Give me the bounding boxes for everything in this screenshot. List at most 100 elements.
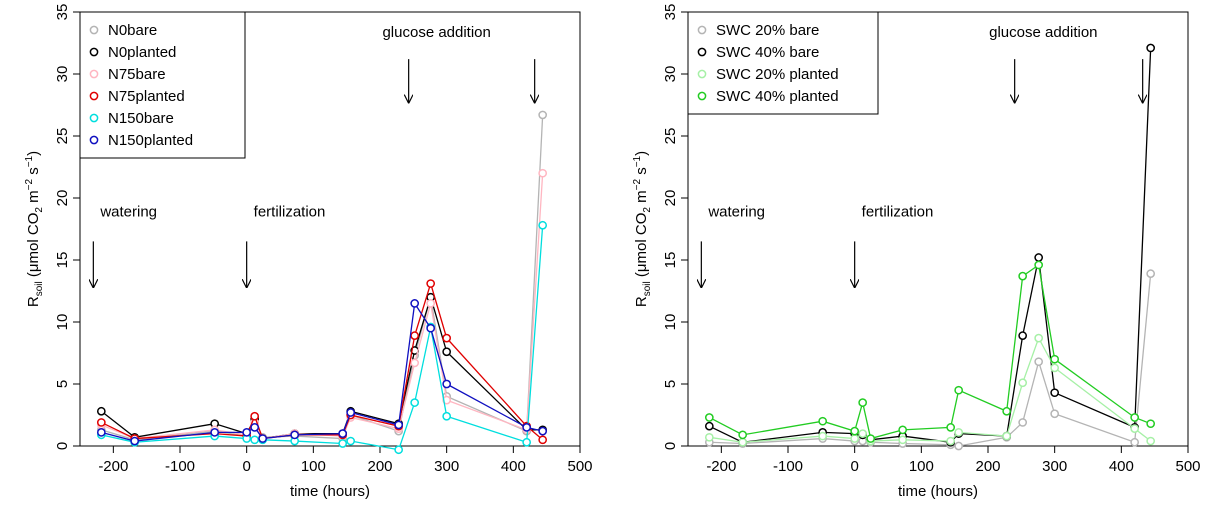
c0.series-3-point [410, 331, 420, 340]
c0.series-0-point [538, 110, 548, 120]
c1.y-axis-label: Rsoil (μmol CO2 m−2 s−1) [632, 151, 653, 307]
c0.legend-label-3: N75planted [108, 88, 185, 105]
c0.y-axis-label: Rsoil (μmol CO2 m−2 s−1) [24, 151, 45, 307]
c1.ytick-label: 10 [662, 314, 679, 331]
c1.series-3-point [704, 413, 714, 422]
c0.series-line-1 [100, 294, 543, 440]
c1.series-line-2 [709, 336, 1152, 443]
c1.series-2-point [858, 429, 868, 438]
c0.series-5-point [210, 428, 220, 437]
c1.series-3-point [1146, 419, 1156, 429]
c1.series-3-point [850, 426, 860, 436]
c1.series-3-point [1034, 260, 1044, 270]
c0.series-4-point [522, 437, 532, 447]
c1.series-line-0 [709, 273, 1152, 447]
c0.series-3-point [442, 333, 452, 343]
c0.series-line-0 [101, 114, 544, 441]
c1.legend-label-2: SWC 20% planted [716, 66, 839, 83]
c1.series-3-point [1050, 354, 1060, 364]
c1.xtick-label: 300 [1042, 458, 1067, 475]
c1.series-2-point [1130, 424, 1140, 433]
c0.legend-marker-1 [89, 47, 99, 57]
c0.legend-marker-4 [89, 113, 99, 123]
c1.series-3-point [954, 385, 964, 395]
c0.series-2-point [426, 299, 436, 308]
c1.series-0-point [1018, 418, 1028, 427]
c0.series-5-point [394, 420, 404, 430]
c1.legend-marker-0 [697, 25, 707, 35]
c0.xtick-label: 400 [501, 458, 526, 475]
c1.legend-marker-2 [697, 69, 707, 79]
c0.xtick-label: 0 [242, 458, 250, 475]
c0.series-1-point [442, 347, 452, 357]
c0.series-5-point [538, 426, 548, 436]
c1.series-0-point [1034, 357, 1044, 367]
c0.legend-label-4: N150bare [108, 110, 174, 127]
c1.series-2-point [704, 432, 714, 442]
c1.series-0-point [1130, 437, 1140, 447]
c0.annotation-label-1: fertilization [254, 204, 326, 221]
c1.ytick-label: 25 [662, 128, 679, 145]
c1.series-2-point [898, 435, 908, 445]
c0.series-5-point [346, 408, 356, 417]
c1.series-2-point [1050, 363, 1060, 373]
c1.ytick-label: 35 [662, 4, 679, 21]
c0.legend-label-5: N150planted [108, 132, 193, 149]
c1.series-1-point [1146, 43, 1156, 53]
c1.legend-box [687, 11, 879, 115]
c0.x-axis-label: time (hours) [290, 483, 370, 500]
c1.series-3-point [738, 430, 748, 440]
c0.series-4-point [394, 445, 404, 455]
c1.series-2-point [738, 437, 748, 447]
c0.series-5-point [258, 434, 268, 443]
chart-left: -200 -100 0 100 200 300 400 500 0 5 10 15 20 25 30 35 ti… [24, 4, 593, 500]
c0.ytick-label: 5 [54, 380, 71, 388]
c1.legend-marker-1 [697, 47, 707, 57]
c0.series-line-4 [101, 225, 544, 451]
c1.series-1-point [1018, 331, 1028, 340]
c1.series-2-point [1018, 378, 1028, 388]
c1.series-3-point [898, 425, 908, 435]
c0.series-5-point [242, 428, 252, 437]
c0.series-5-point [522, 423, 532, 432]
c0.series-1-point [96, 406, 106, 416]
c1.series-2-point [818, 431, 828, 441]
chart-right: -200 -100 0 100 200 300 400 500 0 5 10 15 20 25 30 35 ti… [632, 4, 1201, 500]
c1.series-3-point [1130, 413, 1140, 422]
c1.annotation-label-1: fertilization [862, 204, 934, 221]
c0.series-3-point [96, 418, 106, 427]
c0.legend-label-0: N0bare [108, 22, 157, 39]
c1.annotation-label-2: glucose addition [989, 24, 1097, 41]
c1.ytick-label: 5 [662, 380, 679, 388]
c1.series-0-point [1050, 409, 1060, 419]
c0.xtick-label: -200 [98, 458, 128, 475]
c0.series-4-point [442, 411, 452, 421]
c0.series-3-point [426, 279, 436, 288]
c1.series-2-point [850, 434, 860, 443]
c1.x-axis-label: time (hours) [898, 483, 978, 500]
c1.legend-marker-3 [697, 91, 707, 101]
c0.series-line-3 [101, 281, 544, 441]
c0.series-4-point [410, 398, 420, 407]
c0.legend-marker-2 [89, 69, 99, 79]
c0.xtick-label: 500 [567, 458, 592, 475]
c0.series-5-point [442, 379, 452, 389]
c0.series-5-point [96, 428, 106, 437]
c0.ytick-label: 35 [54, 4, 71, 21]
c0.ytick-label: 20 [54, 190, 71, 207]
c0.legend-label-1: N0planted [108, 44, 176, 61]
c1.ytick-label: 0 [662, 442, 679, 450]
c1.series-2-point [1146, 436, 1156, 446]
c0.series-line-5 [101, 301, 543, 442]
c0.legend-marker-5 [89, 135, 99, 145]
c0.annotation-label-0: watering [99, 204, 157, 221]
c0.series-5-point [130, 436, 140, 446]
c1.series-3-point [866, 434, 876, 443]
c1.series-line-3 [709, 263, 1151, 440]
c1.series-3-point [818, 416, 828, 426]
c0.series-4-point [538, 220, 548, 230]
c1.series-0-point [1146, 269, 1156, 278]
c0.series-4-point [250, 435, 260, 445]
c1.ytick-label: 15 [662, 252, 679, 269]
